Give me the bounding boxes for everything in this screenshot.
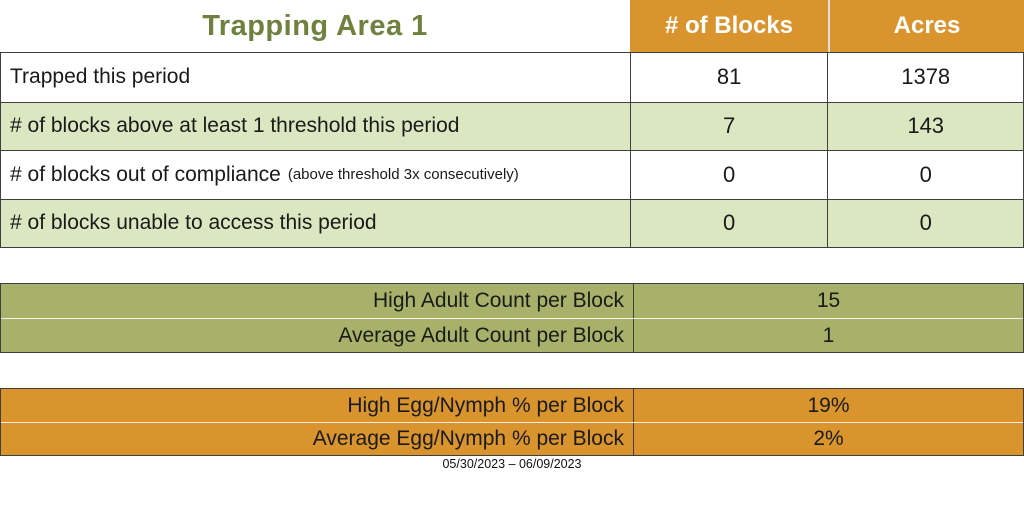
row-label: # of blocks out of compliance (above thr… [1, 151, 630, 199]
summary-table: Trapped this period 81 1378 # of blocks … [0, 52, 1024, 248]
row-value: 1 [633, 319, 1023, 352]
acres-value: 0 [827, 151, 1023, 199]
blocks-value: 7 [629, 102, 828, 150]
row-value: 2% [633, 423, 1023, 455]
adult-count-table: High Adult Count per Block 15 Average Ad… [0, 283, 1024, 353]
blocks-value: 0 [629, 151, 828, 199]
row-label: # of blocks unable to access this period [1, 200, 630, 248]
table-row-high-egg: High Egg/Nymph % per Block 19% [1, 389, 1023, 422]
row-label-text: # of blocks unable to access this period [10, 211, 377, 235]
table-row-unable-to-access: # of blocks unable to access this period… [1, 198, 1023, 248]
column-header-blocks: # of Blocks [630, 0, 828, 52]
table-row-average-adult: Average Adult Count per Block 1 [1, 318, 1023, 352]
row-label: High Adult Count per Block [373, 289, 624, 312]
table-row-trapped: Trapped this period 81 1378 [1, 53, 1023, 102]
row-label-text: # of blocks above at least 1 threshold t… [10, 114, 460, 138]
row-label: High Egg/Nymph % per Block [347, 393, 624, 417]
row-label: Average Adult Count per Block [338, 323, 624, 347]
row-label-text: Trapped this period [10, 65, 191, 89]
row-label-text: # of blocks out of compliance [10, 162, 281, 186]
egg-nymph-table: High Egg/Nymph % per Block 19% Average E… [0, 388, 1024, 456]
acres-value: 1378 [827, 53, 1023, 102]
acres-value: 0 [827, 199, 1023, 247]
date-range: 05/30/2023 – 06/09/2023 [442, 457, 582, 471]
row-label: Trapped this period [1, 53, 630, 102]
row-value: 15 [633, 284, 1023, 318]
table-row-high-adult: High Adult Count per Block 15 [1, 284, 1023, 318]
acres-value: 143 [827, 102, 1023, 150]
row-label: Average Egg/Nymph % per Block [312, 427, 624, 450]
blocks-value: 0 [629, 199, 828, 247]
page-title: Trapping Area 1 [202, 9, 428, 42]
row-value: 19% [633, 389, 1023, 422]
row-label-note: (above threshold 3x consecutively) [287, 166, 519, 184]
table-row-above-threshold: # of blocks above at least 1 threshold t… [1, 101, 1023, 151]
table-row-average-egg: Average Egg/Nymph % per Block 2% [1, 422, 1023, 455]
header-row: Trapping Area 1 # of Blocks Acres [0, 0, 1024, 52]
table-row-out-of-compliance: # of blocks out of compliance (above thr… [1, 150, 1023, 199]
column-header-acres: Acres [828, 0, 1024, 52]
row-label: # of blocks above at least 1 threshold t… [1, 103, 630, 151]
blocks-value: 81 [629, 53, 828, 102]
